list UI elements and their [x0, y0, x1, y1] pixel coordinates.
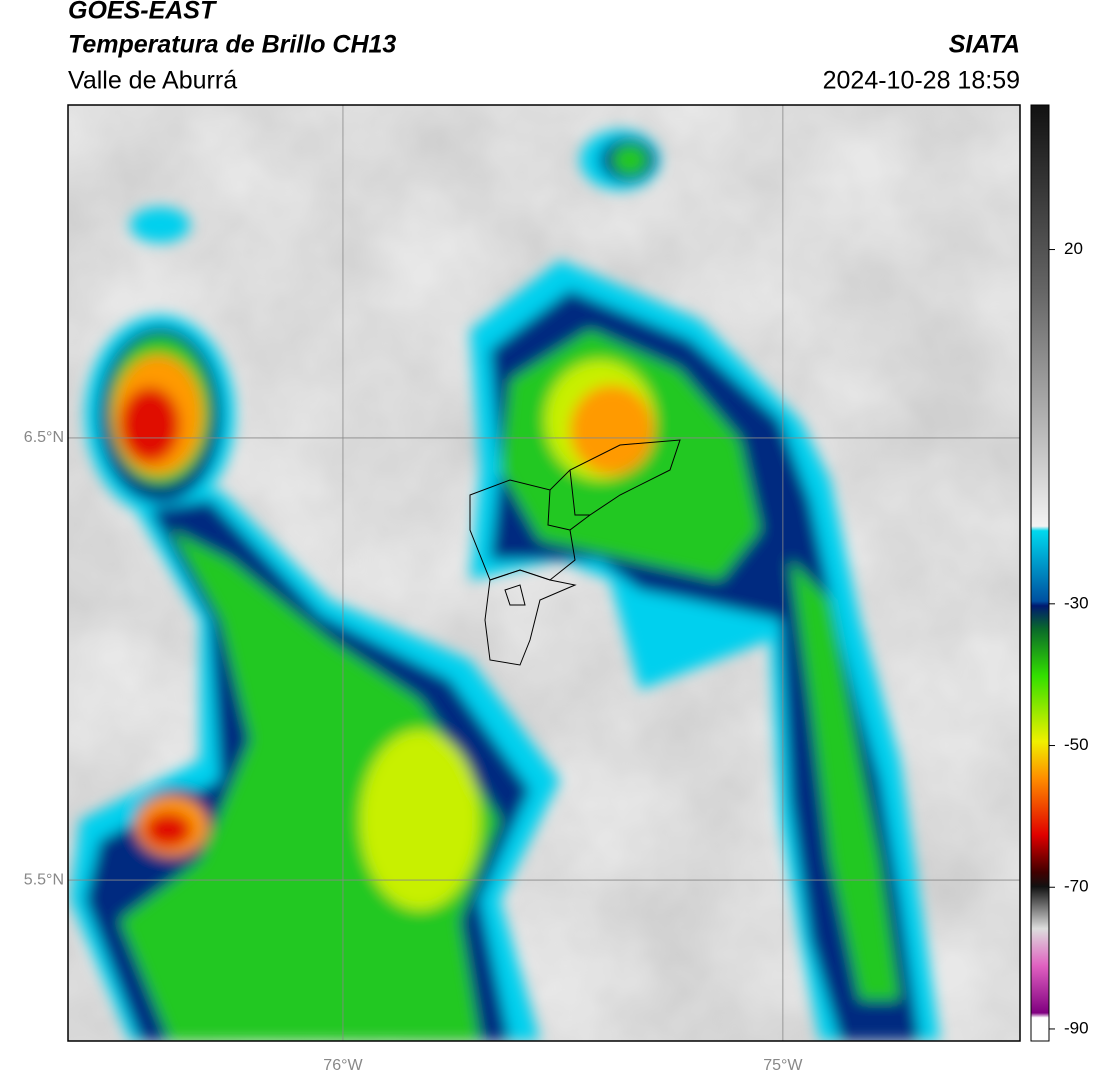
title: GOES-EAST [68, 0, 218, 25]
lat-label: 6.5°N [24, 429, 64, 446]
graticule [68, 105, 1020, 1041]
colorbar-tick-label: -70 [1064, 877, 1089, 896]
agency: SIATA [949, 31, 1020, 59]
region: Valle de Aburrá [68, 67, 237, 95]
colorbar-tick-label: -90 [1064, 1018, 1089, 1037]
lon-label: 75°W [763, 1057, 803, 1074]
lat-label: 5.5°N [24, 871, 64, 888]
map-frame [67, 104, 1021, 1042]
colorbar-tick-label: 20 [1064, 239, 1083, 258]
colorbar-tick-label: -30 [1064, 593, 1089, 612]
colorbar [1030, 104, 1050, 1042]
subtitle: Temperatura de Brillo CH13 [68, 31, 396, 59]
colorbar-tick-label: -50 [1064, 735, 1089, 754]
timestamp: 2024-10-28 18:59 [823, 67, 1020, 95]
satellite-image [68, 105, 1020, 1041]
lon-label: 76°W [323, 1057, 363, 1074]
